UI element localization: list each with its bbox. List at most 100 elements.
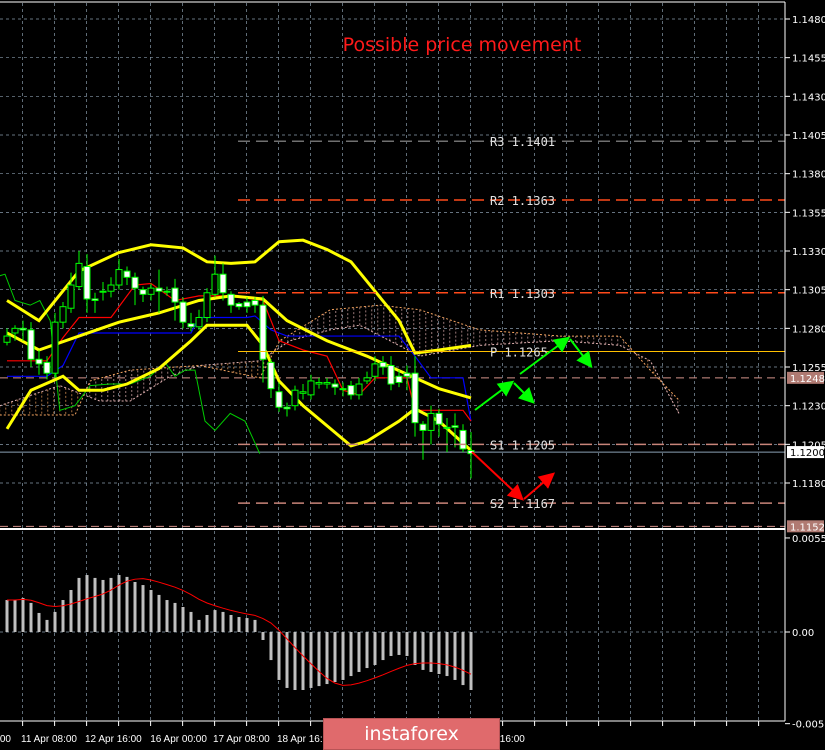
pivot-label: S2 1.1167 — [490, 497, 555, 511]
price-tick-label: 1.1180 — [792, 479, 825, 490]
macd-bar — [437, 632, 441, 675]
price-tick-label: 1.1455 — [792, 54, 825, 65]
candle-bear — [419, 423, 427, 431]
candle-bull — [307, 380, 315, 396]
candle-bear — [243, 301, 251, 308]
macd-bar — [117, 575, 121, 632]
time-label: 16:00 — [500, 734, 525, 745]
macd-bar — [13, 600, 17, 632]
macd-bar — [197, 619, 201, 632]
candle-bear — [459, 429, 467, 450]
price-tick-label: 1.1255 — [792, 363, 825, 374]
macd-bar — [349, 632, 353, 677]
macd-bar — [413, 632, 417, 665]
indicator-lines — [0, 238, 473, 454]
time-label: 00 — [0, 734, 11, 745]
macd-bar — [53, 611, 57, 632]
candle-bull — [203, 292, 211, 319]
ichimoku-cloud — [0, 304, 681, 416]
pivot-label: S1 1.1205 — [490, 438, 555, 452]
candle-bull — [163, 290, 171, 293]
grid — [0, 3, 785, 720]
price-marker-box — [787, 371, 824, 384]
arrow-down-1 — [513, 382, 535, 404]
arrow-bear-2 — [523, 472, 556, 500]
price-tick-label: 1.1305 — [792, 286, 825, 297]
macd-bar — [253, 619, 257, 632]
price-axis: 1.1480 1.1455 1.1430 1.1405 1.1380 1.1355 1.13… — [785, 15, 825, 731]
macd-bar — [381, 632, 385, 661]
candle-bear — [19, 327, 27, 331]
candle-bear — [267, 361, 275, 390]
price-tick-label: 1.1230 — [792, 402, 825, 413]
arrow-down-2 — [569, 338, 593, 369]
macd-bar — [341, 632, 345, 680]
macd-tick-label: 0.00 — [792, 628, 814, 639]
span-b-line — [0, 304, 681, 416]
macd-bar — [5, 600, 9, 632]
candle-bull — [315, 381, 323, 385]
macd-bar — [109, 577, 113, 632]
macd-bar — [229, 614, 233, 632]
candle-bull — [299, 391, 307, 394]
instaforex-logo: instaforex — [323, 718, 500, 750]
macd-bar — [461, 632, 465, 686]
price-tick-label: 1.1355 — [792, 208, 825, 219]
candle-bear — [331, 383, 339, 388]
candle-bear — [219, 273, 227, 294]
candle-bear — [259, 304, 267, 360]
candle-bull — [323, 381, 331, 385]
price-tick-label: 1.1380 — [792, 170, 825, 181]
candle-bear — [27, 329, 35, 360]
macd-bar — [29, 602, 33, 632]
macd-bar — [469, 632, 473, 690]
candle-bear — [467, 450, 475, 455]
horizontal-levels — [0, 377, 785, 527]
candle-bear — [187, 323, 195, 328]
time-label: 17 Apr 08:00 — [213, 734, 270, 745]
macd-bar — [389, 632, 393, 656]
chart-title: Possible price movement — [343, 34, 582, 56]
candle-bear — [403, 372, 411, 377]
price-tick-label: 1.1205 — [792, 440, 825, 451]
macd-bar — [269, 632, 273, 661]
candle-bear — [251, 299, 259, 306]
candle-bull — [99, 290, 107, 293]
price-tick-label: 1.1330 — [792, 247, 825, 258]
macd-bar — [133, 582, 137, 632]
candle-bull — [363, 377, 371, 382]
time-label: 12 Apr 16:00 — [85, 734, 142, 745]
candle-bull — [371, 363, 379, 377]
time-label: 16 Apr 00:00 — [150, 734, 207, 745]
candle-bull — [339, 388, 347, 391]
candle-bear — [347, 385, 355, 396]
candle-bear — [227, 293, 235, 306]
candle-bear — [451, 425, 459, 428]
macd-bar — [445, 632, 449, 677]
candle-bear — [235, 303, 243, 308]
arrow-up-1 — [474, 380, 515, 411]
bollinger-upper-band — [6, 238, 472, 355]
macd-bar — [85, 575, 89, 632]
macd-bar — [453, 632, 457, 680]
macd-bar — [429, 632, 433, 672]
candle-bear — [123, 270, 131, 278]
candle-bear — [171, 287, 179, 303]
macd-bar — [205, 614, 209, 632]
pivot-label: R2 1.1363 — [490, 194, 555, 208]
candle-bull — [51, 321, 59, 374]
pivot-levels: R3 1.1401 R2 1.1363 R1 1.1303 P 1.1265 S1 1.… — [238, 135, 785, 511]
candle-bull — [355, 383, 363, 396]
candle-bull — [59, 306, 67, 323]
macd-bar — [149, 589, 153, 632]
price-tick-label: 1.1430 — [792, 92, 825, 103]
candle-bear — [131, 276, 139, 289]
forecast-arrows — [471, 336, 593, 501]
macd-bar — [301, 632, 305, 690]
macd-bar — [165, 600, 169, 632]
macd-bar — [333, 632, 337, 682]
candle-bear — [91, 298, 99, 301]
candle-bull — [443, 426, 451, 429]
candle-bull — [11, 327, 19, 334]
macd-bar — [325, 632, 329, 685]
